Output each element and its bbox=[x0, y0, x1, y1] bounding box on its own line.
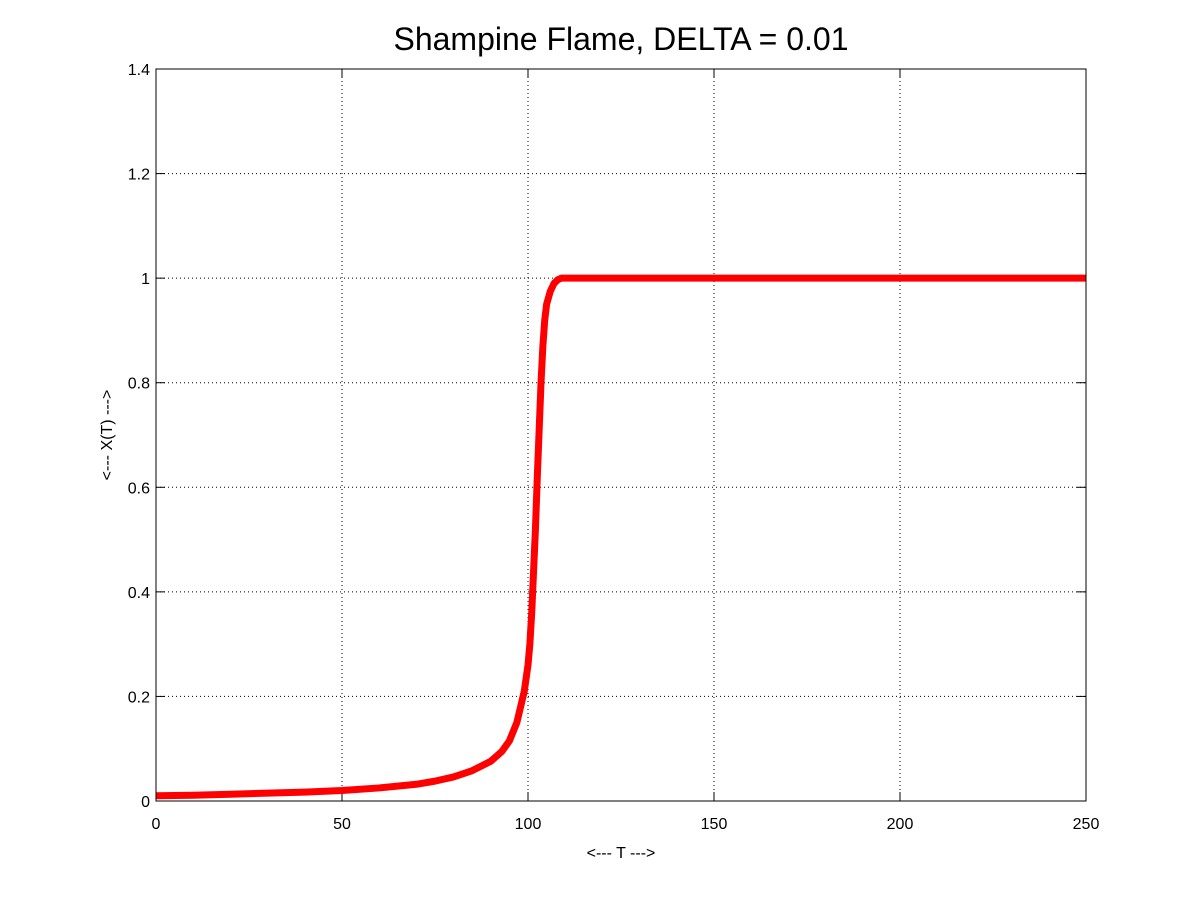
x-tick-label: 0 bbox=[152, 816, 161, 833]
y-tick-label: 0.8 bbox=[128, 376, 150, 393]
x-tick-label: 50 bbox=[333, 816, 351, 833]
y-tick-label: 0.4 bbox=[128, 585, 150, 602]
x-tick-label: 150 bbox=[701, 816, 728, 833]
y-tick-label: 0 bbox=[141, 794, 150, 811]
series-line bbox=[155, 274, 1086, 800]
y-tick-label: 1.4 bbox=[128, 62, 150, 79]
y-tick-labels: 0 0.2 0.4 0.6 0.8 1 1.2 1.4 bbox=[128, 62, 150, 811]
plot-area bbox=[156, 69, 1086, 801]
y-tick-label: 0.6 bbox=[128, 480, 150, 497]
y-tick-label: 0.2 bbox=[128, 689, 150, 706]
chart-title: Shampine Flame, DELTA = 0.01 bbox=[393, 21, 848, 57]
y-axis-label: <--- X(T) ---> bbox=[99, 390, 116, 481]
x-tick-labels: 0 50 100 150 200 250 bbox=[152, 816, 1100, 833]
y-tick-label: 1 bbox=[141, 271, 150, 288]
x-tick-label: 200 bbox=[887, 816, 914, 833]
series-layer bbox=[155, 274, 1086, 800]
x-axis-label: <--- T ---> bbox=[587, 845, 656, 862]
y-tick-label: 1.2 bbox=[128, 167, 150, 184]
axes-frame bbox=[155, 68, 1087, 802]
x-tick-label: 250 bbox=[1073, 816, 1100, 833]
x-tick-label: 100 bbox=[515, 816, 542, 833]
